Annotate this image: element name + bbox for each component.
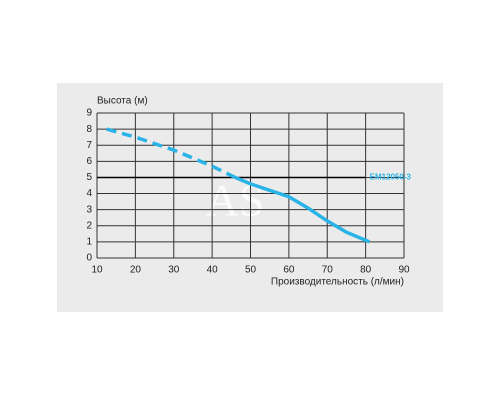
x-tick-label: 40 (207, 265, 219, 276)
y-tick-label: 4 (86, 188, 92, 199)
x-tick-label: 70 (322, 265, 334, 276)
curve (234, 175, 371, 244)
x-tick-label: 90 (398, 265, 410, 276)
x-tick-label: 10 (91, 265, 103, 276)
y-tick-label: 5 (86, 172, 92, 183)
y-axis-label: Высота (м) (97, 96, 148, 107)
curve (106, 127, 236, 180)
x-tick-label: 30 (168, 265, 180, 276)
y-tick-label: 8 (86, 124, 92, 135)
y-tick-label: 7 (86, 140, 92, 151)
y-tick-label: 6 (86, 156, 92, 167)
y-tick-label: 2 (86, 220, 92, 231)
y-tick-label: 1 (86, 237, 92, 248)
x-tick-label: 60 (283, 265, 295, 276)
watermark: AS (206, 175, 265, 226)
y-tick-label: 9 (86, 108, 92, 119)
x-tick-label: 80 (360, 265, 372, 276)
y-tick-label: 3 (86, 204, 92, 215)
reference-label: EM12050-3 (370, 173, 412, 182)
x-axis-label: Производительность (л/мин) (271, 277, 404, 288)
y-tick-label: 0 (86, 253, 92, 264)
x-tick-label: 50 (245, 265, 257, 276)
x-tick-label: 20 (130, 265, 142, 276)
